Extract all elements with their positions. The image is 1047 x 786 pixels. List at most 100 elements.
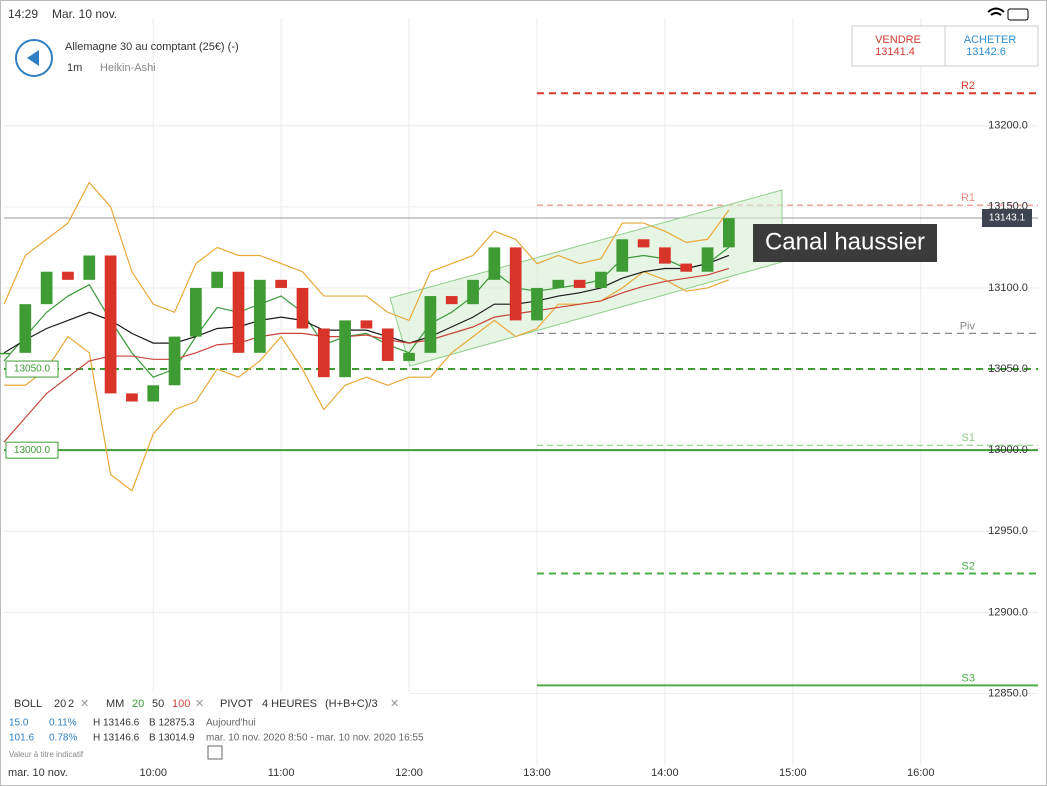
x-tick-label: 10:00 <box>139 767 167 779</box>
legend-row: BOLL 20 2 ✕ MM 20 50 100 ✕ PIVOT 4 HEURE… <box>14 698 399 710</box>
sell-label[interactable]: VENDRE <box>875 34 921 46</box>
annotation-box <box>753 224 937 262</box>
candle <box>723 218 735 248</box>
battery-icon <box>1007 8 1029 21</box>
candle <box>232 271 245 353</box>
status-time: 14:29 <box>8 7 38 21</box>
last-price-label: 13143.1 <box>989 213 1026 224</box>
candle <box>190 287 202 337</box>
close-icon[interactable]: ✕ <box>390 698 399 710</box>
candle <box>403 352 415 361</box>
pivot-level-label: S3 <box>962 672 975 684</box>
candle <box>126 393 138 402</box>
x-tick-label: 13:00 <box>523 767 551 779</box>
last-price-box <box>982 209 1032 228</box>
stat: 101.6 <box>9 733 34 744</box>
mm-20: 20 <box>132 698 144 710</box>
indicator-line <box>4 271 730 492</box>
candle <box>360 320 373 329</box>
y-tick-label: 13050.0 <box>988 363 1028 375</box>
candle <box>595 271 607 288</box>
close-icon[interactable]: ✕ <box>195 698 204 710</box>
pivot-period: 4 HEURES <box>262 698 317 710</box>
close-icon[interactable]: ✕ <box>80 698 89 710</box>
stat: 0.11% <box>49 718 77 729</box>
price-marker-box <box>5 441 59 459</box>
candle <box>531 287 543 321</box>
candle <box>253 279 266 353</box>
buy-price[interactable]: 13142.6 <box>966 46 1006 58</box>
stat: Aujourd'hui <box>206 718 256 729</box>
mm-label[interactable]: MM <box>106 698 124 710</box>
stat: H 13146.6 <box>93 733 140 744</box>
pivot-level-label: S2 <box>962 560 975 572</box>
pivot-label[interactable]: PIVOT <box>220 698 253 710</box>
stat: mar. 10 nov. 2020 8:50 - mar. 10 nov. 20… <box>206 733 424 744</box>
price-marker-label: 13000.0 <box>14 445 51 456</box>
note: Valeur à titre indicatif <box>9 750 84 759</box>
legend-panel <box>4 692 410 766</box>
pivot-level-label: R2 <box>961 80 975 92</box>
candle <box>168 336 181 386</box>
candle <box>83 255 96 280</box>
sell-price[interactable]: 13141.4 <box>875 46 915 58</box>
stat: H 13146.6 <box>93 718 140 729</box>
candle <box>552 279 565 288</box>
candle <box>104 255 117 394</box>
x-tick-label: 15:00 <box>779 767 807 779</box>
y-tick-label: 13100.0 <box>988 282 1028 294</box>
candle <box>445 296 458 305</box>
annotation: Canal haussier <box>765 228 925 255</box>
price-marker-box <box>5 360 59 378</box>
stats: 15.0 0.11% H 13146.6 B 12875.3 Aujourd'h… <box>9 718 424 760</box>
indicator-line <box>3 254 730 354</box>
stat: B 13014.9 <box>149 733 195 744</box>
candle <box>147 385 160 402</box>
wifi-icon <box>987 7 1005 16</box>
candle <box>339 320 351 378</box>
instrument: Allemagne 30 au comptant (25€) (-) <box>65 41 239 53</box>
y-tick-label: 13200.0 <box>988 120 1028 132</box>
stat: 15.0 <box>9 718 29 729</box>
candle <box>381 328 394 361</box>
boll-label[interactable]: BOLL <box>14 698 42 710</box>
timeframe: 1m <box>67 62 82 74</box>
buy-label[interactable]: ACHETER <box>964 34 1017 46</box>
candle <box>0 352 10 355</box>
chart-style: Heikin-Ashi <box>100 62 156 74</box>
y-tick-label: 12900.0 <box>988 606 1028 618</box>
candle <box>275 279 288 288</box>
indicator-line <box>3 267 730 443</box>
x-tick-label: 12:00 <box>395 767 423 779</box>
mm-50: 50 <box>152 698 164 710</box>
price-marker-label: 13050.0 <box>14 364 51 375</box>
stat: 0.78% <box>49 733 77 744</box>
footer-date: mar. 10 nov. <box>8 767 68 779</box>
x-tick-label: 14:00 <box>651 767 679 779</box>
pivot-level-label: Piv <box>960 320 976 332</box>
candle <box>317 328 330 378</box>
candle <box>19 304 32 353</box>
candle <box>573 279 586 288</box>
indicator-line <box>3 246 730 378</box>
boll-dev: 2 <box>68 698 74 710</box>
candle <box>509 247 522 321</box>
candle <box>659 247 671 264</box>
candle <box>616 239 629 272</box>
candle <box>637 239 650 248</box>
indicator-line <box>3 181 730 322</box>
candle <box>211 271 224 288</box>
y-tick-label: 12850.0 <box>988 687 1028 699</box>
candle <box>488 247 501 280</box>
plot-layer <box>0 181 735 492</box>
candle <box>296 287 309 329</box>
candle <box>424 296 437 353</box>
mm-100: 100 <box>172 698 190 710</box>
x-tick-label: 16:00 <box>907 767 935 779</box>
calendar-icon[interactable] <box>207 745 223 760</box>
y-tick-label: 12950.0 <box>988 525 1028 537</box>
